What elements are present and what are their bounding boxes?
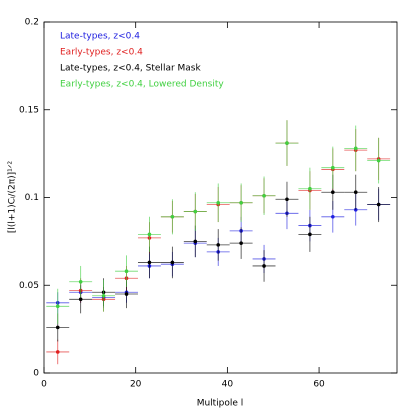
plot-frame bbox=[43, 21, 398, 374]
legend-entry: Early-types, z<0.4 bbox=[60, 48, 143, 58]
point bbox=[193, 209, 198, 214]
point bbox=[376, 202, 381, 207]
point bbox=[331, 165, 335, 170]
point bbox=[216, 200, 221, 205]
y-tick-label: 0 bbox=[33, 369, 39, 379]
x-tick-label: 0 bbox=[41, 380, 47, 390]
point bbox=[55, 325, 60, 330]
point bbox=[239, 200, 243, 205]
point bbox=[239, 241, 243, 245]
y-tick-label: 0.2 bbox=[25, 18, 39, 28]
point bbox=[285, 141, 289, 145]
point bbox=[170, 215, 175, 219]
point bbox=[331, 190, 335, 195]
y-axis-label: [l(l+1)Cₗ/(2π)]¹ᐟ² bbox=[8, 160, 18, 233]
point bbox=[170, 260, 175, 265]
legend-entry: Early-types, z<0.4, Lowered Density bbox=[60, 80, 224, 90]
point bbox=[55, 304, 60, 309]
point bbox=[147, 232, 152, 237]
point bbox=[262, 193, 266, 198]
point bbox=[308, 186, 312, 191]
x-tick-label: 20 bbox=[130, 380, 142, 390]
point bbox=[353, 190, 358, 195]
point bbox=[193, 239, 198, 244]
point bbox=[376, 158, 381, 163]
legend-entry: Late-types, z<0.4 bbox=[60, 32, 140, 42]
point bbox=[285, 197, 289, 202]
point bbox=[308, 232, 312, 237]
legend-entry: Late-types, z<0.4, Stellar Mask bbox=[60, 64, 201, 74]
point bbox=[353, 146, 358, 151]
point bbox=[262, 264, 266, 268]
point bbox=[78, 297, 83, 302]
x-tick-label: 60 bbox=[313, 380, 325, 390]
point bbox=[78, 279, 83, 284]
point bbox=[124, 292, 129, 296]
point bbox=[101, 293, 106, 298]
y-tick-label: 0.1 bbox=[25, 193, 39, 203]
x-axis-label: Multipole l bbox=[197, 399, 244, 409]
x-tick-label: 40 bbox=[222, 380, 234, 390]
point bbox=[55, 350, 60, 354]
point bbox=[124, 269, 129, 274]
point bbox=[147, 260, 152, 265]
y-tick-label: 0.05 bbox=[19, 281, 39, 291]
y-tick-label: 0.15 bbox=[19, 105, 39, 115]
point bbox=[331, 215, 335, 219]
point bbox=[216, 243, 221, 247]
